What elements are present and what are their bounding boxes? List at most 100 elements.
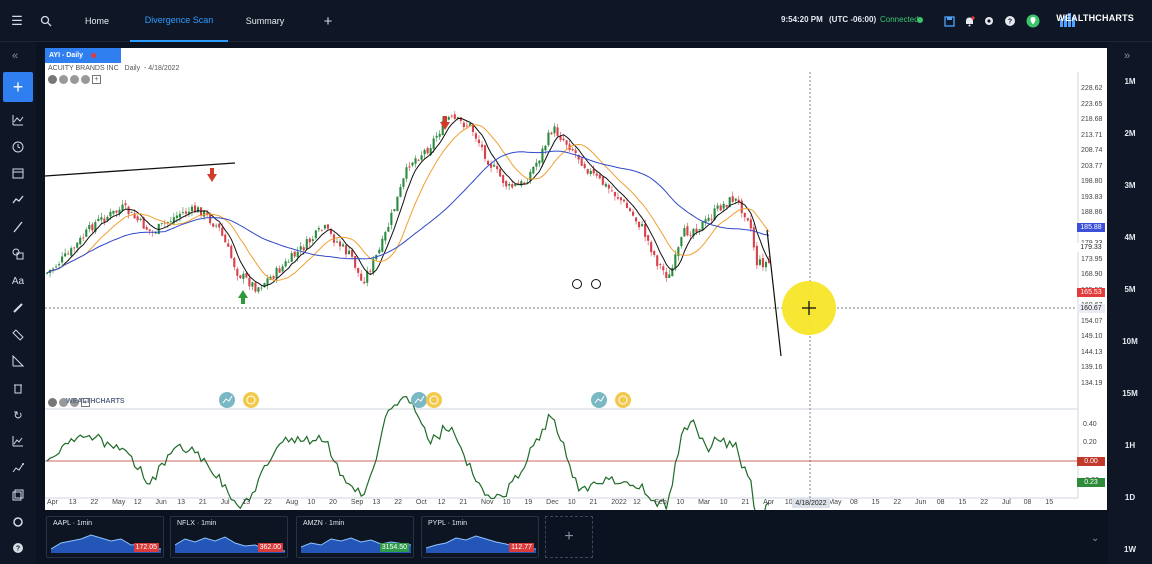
timeframe-1d[interactable]: 1D — [1124, 493, 1136, 502]
candle — [61, 256, 64, 263]
indicator-icon[interactable] — [9, 111, 27, 129]
watchlist-card-aapl[interactable]: AAPL · 1min 172.05 — [46, 516, 164, 558]
chart-type-icon[interactable] — [9, 432, 27, 450]
hide-icon[interactable] — [59, 75, 68, 84]
drag-icon[interactable] — [48, 75, 57, 84]
tab-home[interactable]: Home — [84, 16, 109, 26]
event-clock-icon[interactable] — [243, 392, 259, 408]
price-chart[interactable] — [45, 48, 1107, 510]
settings-small-icon[interactable] — [9, 513, 27, 531]
hide-icon[interactable] — [59, 398, 68, 407]
search-icon[interactable] — [37, 12, 55, 30]
event-clock-icon[interactable] — [615, 392, 631, 408]
help-small-icon[interactable]: ? — [9, 539, 27, 557]
date-tick: 08 — [1023, 499, 1032, 506]
candle — [311, 239, 314, 241]
trash-icon[interactable] — [9, 379, 27, 397]
candle — [212, 223, 215, 227]
gear-icon[interactable] — [980, 12, 998, 30]
event-trend-icon[interactable] — [591, 392, 607, 408]
refresh-icon[interactable]: ↻ — [13, 409, 23, 422]
date-tick: Jul — [1001, 499, 1011, 506]
compare-icon[interactable] — [9, 459, 27, 477]
tab-summary[interactable]: Summary — [245, 16, 285, 26]
timeframe-3m[interactable]: 3M — [1124, 181, 1136, 190]
candle — [351, 249, 354, 257]
event-clock-icon[interactable] — [426, 392, 442, 408]
candle — [160, 222, 163, 224]
candle — [653, 251, 656, 255]
candle — [203, 211, 206, 217]
collapse-left-icon[interactable]: « — [12, 50, 19, 62]
add-drawing-button[interactable]: + — [3, 72, 33, 102]
watch-price: 3154.50 — [379, 543, 409, 552]
date-tick: 10 — [719, 499, 728, 506]
help-icon[interactable]: ? — [1001, 12, 1019, 30]
text-tool-icon[interactable]: Aa — [11, 275, 25, 287]
candle — [728, 197, 731, 208]
timeframe-10m[interactable]: 10M — [1122, 337, 1138, 346]
candle — [320, 229, 323, 231]
add-watchlist-button[interactable]: + — [545, 516, 593, 558]
line-tool-icon[interactable] — [9, 218, 27, 236]
timeframe-1w[interactable]: 1W — [1124, 545, 1136, 554]
date-tick: 13 — [68, 499, 77, 506]
event-trend-icon[interactable] — [219, 392, 235, 408]
add-indicator-icon[interactable]: + — [92, 75, 101, 84]
candle — [641, 224, 644, 227]
watch-price: 362.00 — [257, 543, 283, 552]
candle — [438, 133, 441, 137]
oscillator-tick: 0.40 — [1083, 421, 1097, 428]
timeframe-15m[interactable]: 15M — [1122, 389, 1138, 398]
candle — [257, 287, 260, 292]
add-indicator-icon[interactable]: + — [81, 398, 90, 407]
trend-icon[interactable] — [9, 191, 27, 209]
timeframe-2m[interactable]: 2M — [1124, 129, 1136, 138]
timeframe-5m[interactable]: 5M — [1124, 285, 1136, 294]
trend-line[interactable] — [45, 162, 236, 177]
candle — [535, 162, 538, 167]
candle — [163, 222, 166, 224]
candle — [51, 268, 55, 270]
event-trend-icon[interactable] — [411, 392, 427, 408]
collapse-right-icon[interactable]: » — [1124, 50, 1131, 62]
pencil-icon[interactable] — [9, 299, 27, 317]
watchlist-card-nflx[interactable]: NFLX · 1min 362.00 — [170, 516, 288, 558]
menu-icon[interactable]: ☰ — [11, 13, 23, 28]
candle — [429, 148, 432, 156]
symbol-tab[interactable]: AYI - Daily — [45, 48, 121, 63]
bell-icon[interactable] — [960, 12, 978, 30]
settings-chart-icon[interactable] — [70, 75, 79, 84]
timeframe-1h[interactable]: 1H — [1124, 441, 1136, 450]
close-tab-icon[interactable] — [90, 53, 96, 58]
chart-controls: + — [48, 75, 101, 84]
layout-icon[interactable] — [9, 486, 27, 504]
tab-divergence-scan[interactable]: Divergence Scan — [130, 0, 228, 42]
location-icon[interactable] — [1024, 12, 1042, 30]
measure-icon[interactable] — [9, 352, 27, 370]
clock-icon[interactable] — [9, 138, 27, 156]
candle — [722, 203, 725, 209]
candle — [287, 261, 290, 263]
price-badge: 179.33 — [1077, 243, 1105, 252]
settings-chart-icon[interactable] — [70, 398, 79, 407]
drag-icon[interactable] — [48, 398, 57, 407]
expand-watchlist-icon[interactable]: ⌄ — [1091, 533, 1100, 544]
shapes-icon[interactable] — [9, 245, 27, 263]
save-icon[interactable] — [940, 12, 958, 30]
candle — [659, 264, 662, 266]
add-tab-icon[interactable]: + — [323, 12, 333, 30]
remove-icon[interactable] — [81, 75, 90, 84]
candle — [293, 251, 296, 257]
watchlist-card-pypl[interactable]: PYPL · 1min 112.77 — [421, 516, 539, 558]
candle — [713, 208, 716, 220]
chart-canvas[interactable] — [45, 48, 1107, 510]
ruler-icon[interactable] — [9, 326, 27, 344]
candle — [490, 163, 493, 168]
timeframe-1m[interactable]: 1M — [1124, 77, 1136, 86]
candle — [734, 198, 737, 201]
watchlist-card-amzn[interactable]: AMZN · 1min 3154.50 — [296, 516, 414, 558]
calendar-icon[interactable] — [9, 164, 27, 182]
timeframe-4m[interactable]: 4M — [1124, 233, 1136, 242]
candle — [166, 222, 169, 224]
